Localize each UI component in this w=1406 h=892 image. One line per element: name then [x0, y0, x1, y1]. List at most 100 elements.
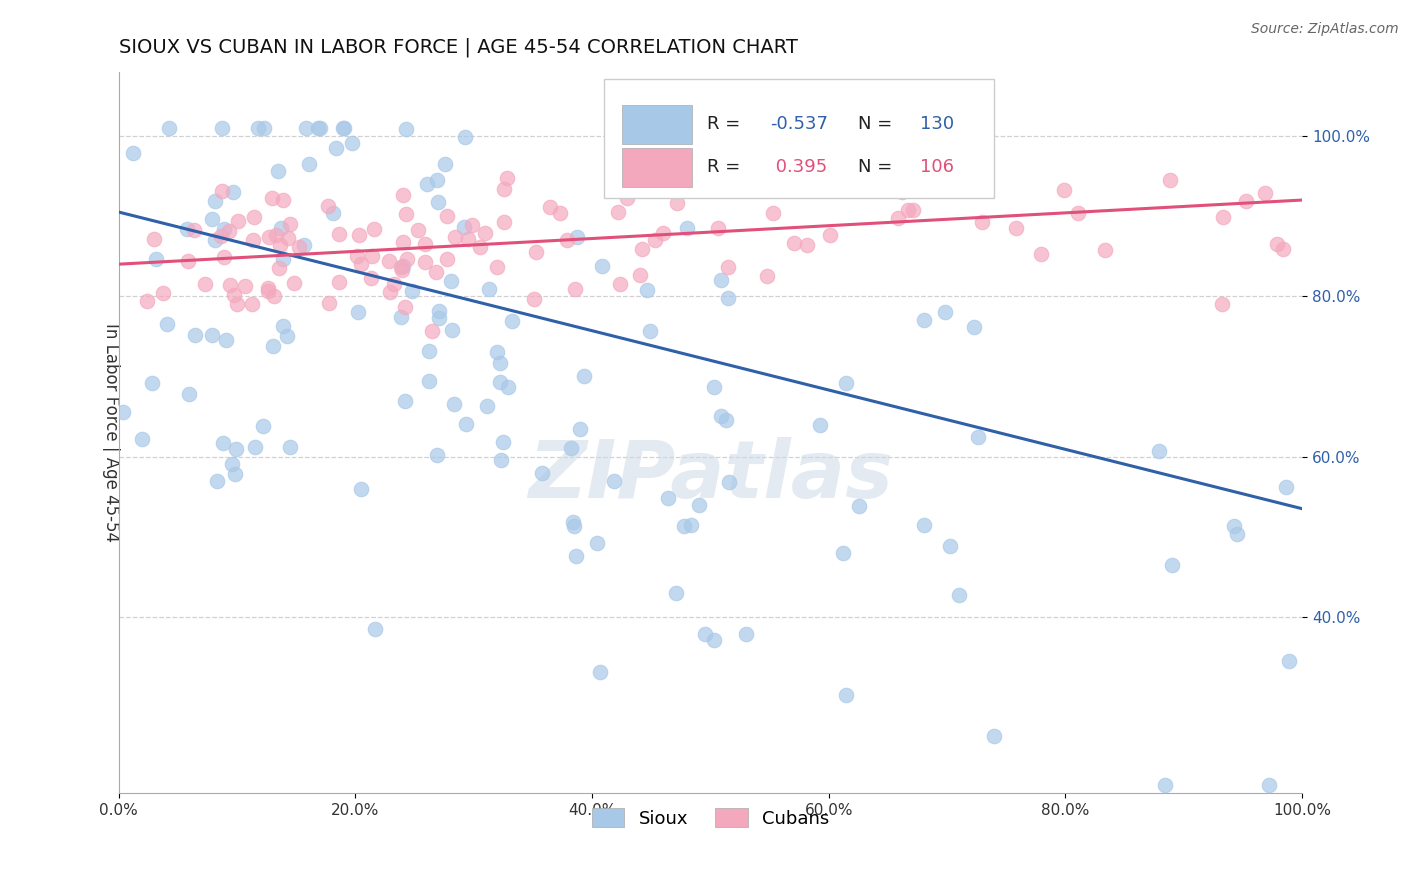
Point	[252, 418, 274, 433]
Point	[194, 277, 217, 291]
Text: R =: R =	[707, 159, 740, 177]
Text: Source: ZipAtlas.com: Source: ZipAtlas.com	[1251, 22, 1399, 37]
Point	[1254, 186, 1277, 201]
Point	[555, 233, 578, 247]
Point	[215, 333, 238, 347]
Point	[413, 236, 436, 251]
FancyBboxPatch shape	[621, 148, 692, 187]
Point	[783, 236, 806, 251]
Point	[392, 187, 415, 202]
Point	[242, 297, 264, 311]
Point	[609, 277, 631, 291]
Point	[834, 376, 856, 391]
Point	[938, 540, 960, 554]
Point	[271, 193, 294, 207]
Point	[278, 217, 301, 231]
Point	[418, 375, 440, 389]
Point	[271, 319, 294, 334]
Point	[205, 474, 228, 488]
Text: -0.537: -0.537	[769, 115, 828, 133]
Point	[887, 211, 910, 225]
Point	[263, 289, 285, 303]
Point	[474, 226, 496, 240]
Point	[391, 235, 413, 249]
Point	[221, 457, 243, 471]
Point	[897, 203, 920, 218]
Point	[560, 441, 582, 455]
Point	[267, 260, 290, 275]
Point	[983, 729, 1005, 743]
Point	[1053, 183, 1076, 197]
Point	[693, 626, 716, 640]
Point	[283, 276, 305, 290]
Point	[523, 293, 546, 307]
Point	[226, 214, 249, 228]
Point	[426, 195, 449, 210]
Point	[485, 345, 508, 359]
Point	[440, 274, 463, 288]
Point	[710, 409, 733, 423]
Point	[1161, 558, 1184, 572]
Point	[631, 243, 654, 257]
Point	[111, 405, 134, 419]
Point	[606, 205, 628, 219]
Point	[706, 220, 728, 235]
Point	[382, 277, 405, 292]
Point	[703, 380, 725, 394]
Point	[233, 279, 256, 293]
Point	[1234, 194, 1257, 208]
Point	[1275, 480, 1298, 494]
Point	[176, 222, 198, 236]
Point	[328, 275, 350, 289]
Point	[538, 200, 561, 214]
Point	[401, 285, 423, 299]
Point	[1211, 297, 1233, 311]
Point	[934, 304, 956, 318]
Point	[688, 499, 710, 513]
Point	[478, 281, 501, 295]
Point	[211, 229, 233, 244]
Point	[616, 191, 638, 205]
Point	[562, 516, 585, 530]
Point	[564, 549, 586, 563]
Point	[391, 259, 413, 273]
Point	[735, 627, 758, 641]
Point	[1222, 519, 1244, 533]
Point	[426, 173, 449, 187]
FancyBboxPatch shape	[605, 79, 994, 198]
Point	[586, 536, 609, 550]
Point	[389, 310, 412, 324]
Point	[288, 240, 311, 254]
Point	[257, 285, 280, 299]
Point	[294, 120, 316, 135]
Point	[562, 519, 585, 533]
Point	[242, 211, 264, 225]
Point	[420, 325, 443, 339]
Point	[501, 314, 523, 328]
Point	[350, 482, 373, 496]
Point	[755, 268, 778, 283]
Point	[333, 120, 356, 135]
Point	[676, 220, 699, 235]
Point	[1212, 211, 1234, 225]
Point	[243, 440, 266, 454]
Point	[342, 136, 364, 150]
Point	[441, 323, 464, 337]
Point	[489, 452, 512, 467]
Point	[394, 300, 416, 314]
Point	[201, 211, 224, 226]
Point	[309, 120, 332, 135]
Point	[318, 296, 340, 310]
Point	[426, 448, 449, 462]
Point	[131, 432, 153, 446]
Point	[415, 255, 437, 269]
Point	[856, 120, 879, 135]
Point	[526, 244, 548, 259]
Point	[901, 203, 924, 218]
Point	[256, 281, 278, 295]
Point	[496, 170, 519, 185]
Point	[972, 215, 994, 229]
Point	[717, 260, 740, 274]
Point	[628, 268, 651, 283]
Point	[475, 399, 498, 413]
